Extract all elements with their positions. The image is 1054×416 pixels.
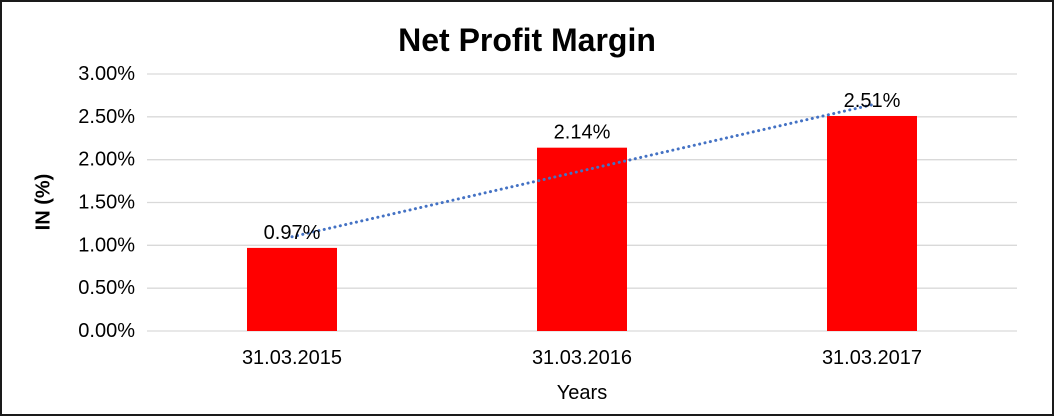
- chart-title: Net Profit Margin: [398, 22, 656, 58]
- bar-value-label: 2.14%: [554, 122, 611, 144]
- y-tick-label: 0.00%: [78, 320, 135, 342]
- bar-value-label: 2.51%: [844, 90, 901, 112]
- y-tick-label: 2.50%: [78, 106, 135, 128]
- y-tick-label: 0.50%: [78, 277, 135, 299]
- x-axis-title: Years: [556, 382, 608, 404]
- x-tick-label: 31.03.2015: [242, 347, 342, 369]
- bar: [827, 115, 917, 331]
- y-tick-label: 1.00%: [78, 234, 135, 256]
- bar: [247, 247, 337, 331]
- y-tick-label: 2.00%: [78, 149, 135, 171]
- y-tick-label: 1.50%: [78, 192, 135, 214]
- y-tick-label: 3.00%: [78, 63, 135, 85]
- x-tick-label: 31.03.2016: [532, 347, 632, 369]
- trendline: [290, 103, 874, 239]
- bar-value-label: 0.97%: [264, 222, 321, 244]
- bar: [537, 147, 627, 331]
- x-tick-label: 31.03.2017: [822, 347, 922, 369]
